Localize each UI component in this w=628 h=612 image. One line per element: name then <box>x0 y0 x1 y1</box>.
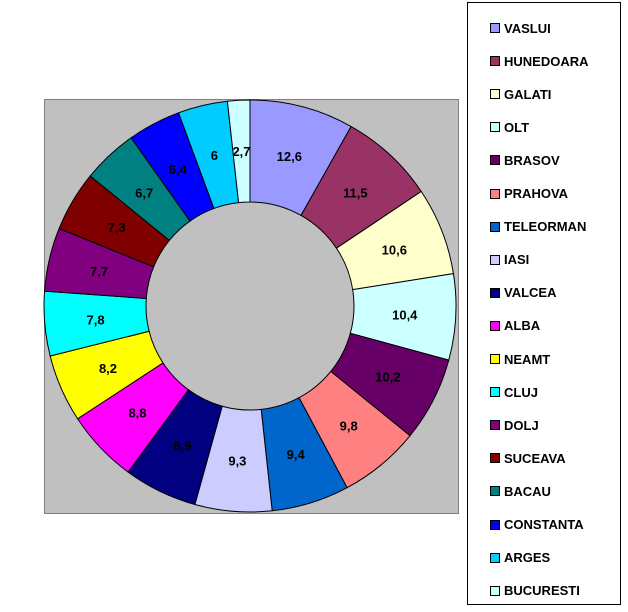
legend-label: TELEORMAN <box>504 219 587 235</box>
legend-swatch <box>490 155 500 166</box>
legend-swatch <box>490 420 500 431</box>
legend-label: NEAMT <box>504 351 551 367</box>
legend-label: ARGES <box>504 550 551 566</box>
legend-swatch <box>490 188 500 199</box>
legend-swatch <box>490 453 500 464</box>
legend-label: PRAHOVA <box>504 186 569 201</box>
legend-item-iasi: IASI <box>490 252 529 268</box>
data-label-vaslui: 12,6 <box>277 149 302 164</box>
legend-item-neamt: NEAMT <box>490 351 550 367</box>
data-label-iasi: 9,3 <box>228 453 246 468</box>
legend-swatch <box>490 320 500 331</box>
data-label-brasov: 10,2 <box>375 370 400 385</box>
legend-label: BRASOV <box>504 152 560 168</box>
data-label-olt: 10,4 <box>392 307 418 322</box>
data-label-cluj: 7,8 <box>87 312 105 327</box>
legend-item-brasov: BRASOV <box>490 152 560 168</box>
legend-label: DOLJ <box>504 417 539 433</box>
legend-swatch <box>490 585 500 596</box>
legend-item-valcea: VALCEA <box>490 285 556 301</box>
legend-label: CLUJ <box>504 384 538 400</box>
data-label-alba: 8,8 <box>128 406 146 421</box>
legend-item-prahova: PRAHOVA <box>490 186 568 202</box>
legend-swatch <box>490 387 500 398</box>
legend-swatch <box>490 221 500 232</box>
legend-label: SUCEAVA <box>504 450 566 466</box>
legend-item-constanta: CONSTANTA <box>490 517 584 533</box>
legend-item-vaslui: VASLUI <box>490 20 551 36</box>
slice-bucuresti <box>226 99 251 204</box>
data-label-arges: 6 <box>211 148 218 163</box>
data-label-suceava: 7,3 <box>108 220 126 235</box>
legend-swatch <box>490 519 500 530</box>
data-label-teleorman: 9,4 <box>287 447 306 462</box>
legend-item-bacau: BACAU <box>490 483 551 499</box>
legend-label: ALBA <box>504 318 541 334</box>
legend-swatch <box>490 354 500 364</box>
legend-item-galati: GALATI <box>490 86 551 102</box>
data-label-valcea: 8,9 <box>173 438 191 453</box>
legend-item-alba: ALBA <box>490 318 540 334</box>
data-label-dolj: 7,7 <box>90 264 108 279</box>
legend-item-bucuresti: BUCURESTI <box>490 583 580 599</box>
legend-swatch <box>490 287 500 298</box>
legend-label: HUNEDOARA <box>504 53 589 69</box>
legend-swatch <box>490 56 500 67</box>
data-label-constanta: 6,4 <box>169 162 188 177</box>
legend-item-arges: ARGES <box>490 550 550 566</box>
legend-label: CONSTANTA <box>504 517 584 532</box>
legend-item-dolj: DOLJ <box>490 417 539 433</box>
data-label-prahova: 9,8 <box>340 419 358 434</box>
legend-item-suceava: SUCEAVA <box>490 450 566 466</box>
legend-item-olt: OLT <box>490 119 529 135</box>
legend: VASLUI HUNEDOARA GALATI OLT BRASOV PRAHOVA TEL… <box>467 2 621 605</box>
legend-swatch <box>490 89 500 100</box>
legend-label: BUCURESTI <box>504 583 580 599</box>
legend-swatch <box>490 254 500 265</box>
legend-label: IASI <box>504 252 530 268</box>
legend-label: VASLUI <box>504 20 551 36</box>
legend-label: OLT <box>504 119 530 135</box>
legend-swatch <box>490 552 500 563</box>
data-label-hunedoara: 11,5 <box>343 185 368 200</box>
legend-swatch <box>490 23 500 33</box>
legend-item-teleorman: TELEORMAN <box>490 219 586 235</box>
data-label-neamt: 8,2 <box>99 361 117 376</box>
legend-swatch <box>490 486 500 497</box>
data-label-bacau: 6,7 <box>135 186 153 201</box>
data-label-galati: 10,6 <box>382 242 407 257</box>
legend-swatch <box>490 122 500 133</box>
legend-label: GALATI <box>504 86 552 102</box>
legend-item-cluj: CLUJ <box>490 384 538 400</box>
legend-label: VALCEA <box>504 285 557 301</box>
legend-label: BACAU <box>504 483 551 499</box>
legend-item-hunedoara: HUNEDOARA <box>490 53 589 69</box>
data-label-bucuresti: 2,7 <box>232 144 250 159</box>
